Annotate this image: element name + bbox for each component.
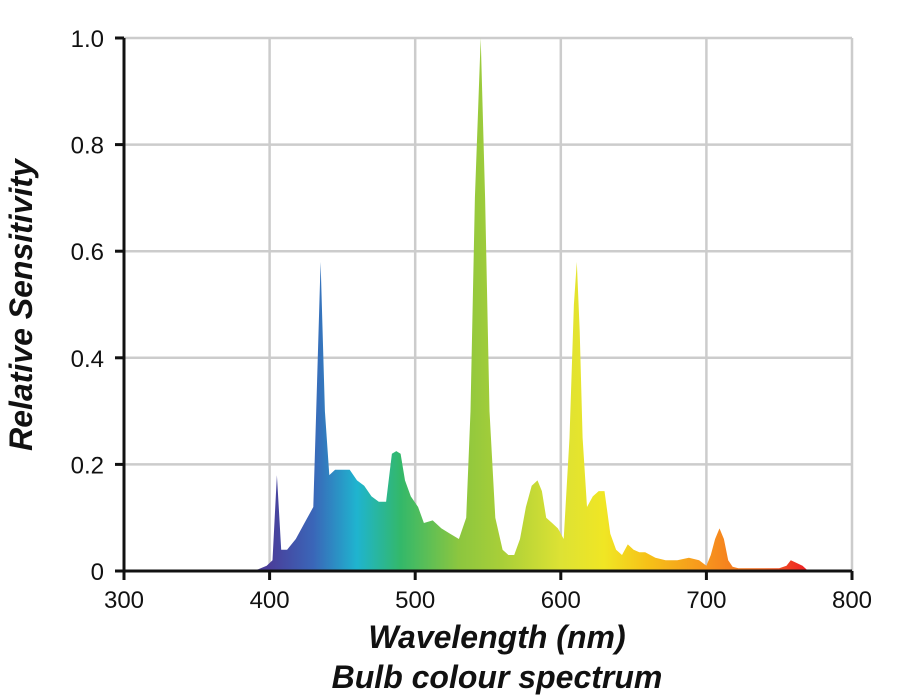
y-tick-label: 0.4 bbox=[71, 346, 104, 373]
y-tick-group: 0 0.2 0.4 0.6 0.8 1.0 bbox=[71, 26, 124, 586]
x-tick-label: 600 bbox=[541, 587, 581, 614]
y-tick-label: 0.8 bbox=[71, 133, 104, 160]
x-tick-group: 300 400 500 600 700 800 bbox=[104, 571, 872, 614]
axes bbox=[122, 38, 852, 573]
y-tick-label: 0.2 bbox=[71, 452, 104, 479]
x-tick-label: 500 bbox=[395, 587, 435, 614]
y-tick-label: 1.0 bbox=[71, 26, 104, 53]
x-tick-label: 300 bbox=[104, 587, 144, 614]
y-axis-title: Relative Sensitivity bbox=[3, 157, 39, 451]
x-tick-label: 700 bbox=[686, 587, 726, 614]
y-tick-label: 0 bbox=[91, 559, 104, 586]
x-axis-title: Wavelength (nm) bbox=[368, 619, 625, 655]
x-tick-label: 400 bbox=[250, 587, 290, 614]
spectrum-area bbox=[240, 38, 809, 571]
chart-caption: Bulb colour spectrum bbox=[332, 659, 663, 695]
x-tick-label: 800 bbox=[832, 587, 872, 614]
y-tick-label: 0.6 bbox=[71, 239, 104, 266]
